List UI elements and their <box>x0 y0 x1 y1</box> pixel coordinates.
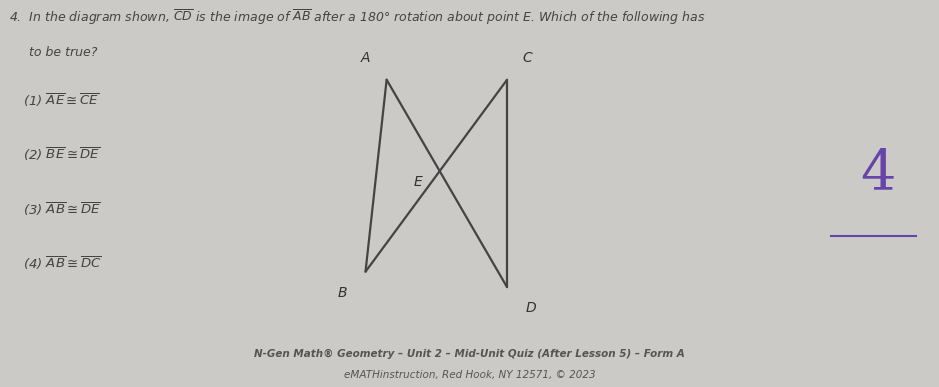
Text: B: B <box>337 286 346 300</box>
Text: C: C <box>523 51 532 65</box>
Text: A: A <box>362 51 371 65</box>
Text: 4: 4 <box>860 147 896 202</box>
Text: eMATHinstruction, Red Hook, NY 12571, © 2023: eMATHinstruction, Red Hook, NY 12571, © … <box>344 370 595 380</box>
Text: (3) $\overline{AB} \cong \overline{DE}$: (3) $\overline{AB} \cong \overline{DE}$ <box>23 200 101 217</box>
Text: D: D <box>525 301 536 315</box>
Text: N-Gen Math® Geometry – Unit 2 – Mid-Unit Quiz (After Lesson 5) – Form A: N-Gen Math® Geometry – Unit 2 – Mid-Unit… <box>254 349 685 359</box>
Text: to be true?: to be true? <box>9 46 98 60</box>
Text: 4.  In the diagram shown, $\overline{CD}$ is the image of $\overline{AB}$ after : 4. In the diagram shown, $\overline{CD}$… <box>9 8 706 27</box>
Text: E: E <box>413 175 422 189</box>
Text: (2) $\overline{BE} \cong \overline{DE}$: (2) $\overline{BE} \cong \overline{DE}$ <box>23 146 100 163</box>
Text: (4) $\overline{AB} \cong \overline{DC}$: (4) $\overline{AB} \cong \overline{DC}$ <box>23 255 102 272</box>
Text: (1) $\overline{AE} \cong \overline{CE}$: (1) $\overline{AE} \cong \overline{CE}$ <box>23 92 100 109</box>
